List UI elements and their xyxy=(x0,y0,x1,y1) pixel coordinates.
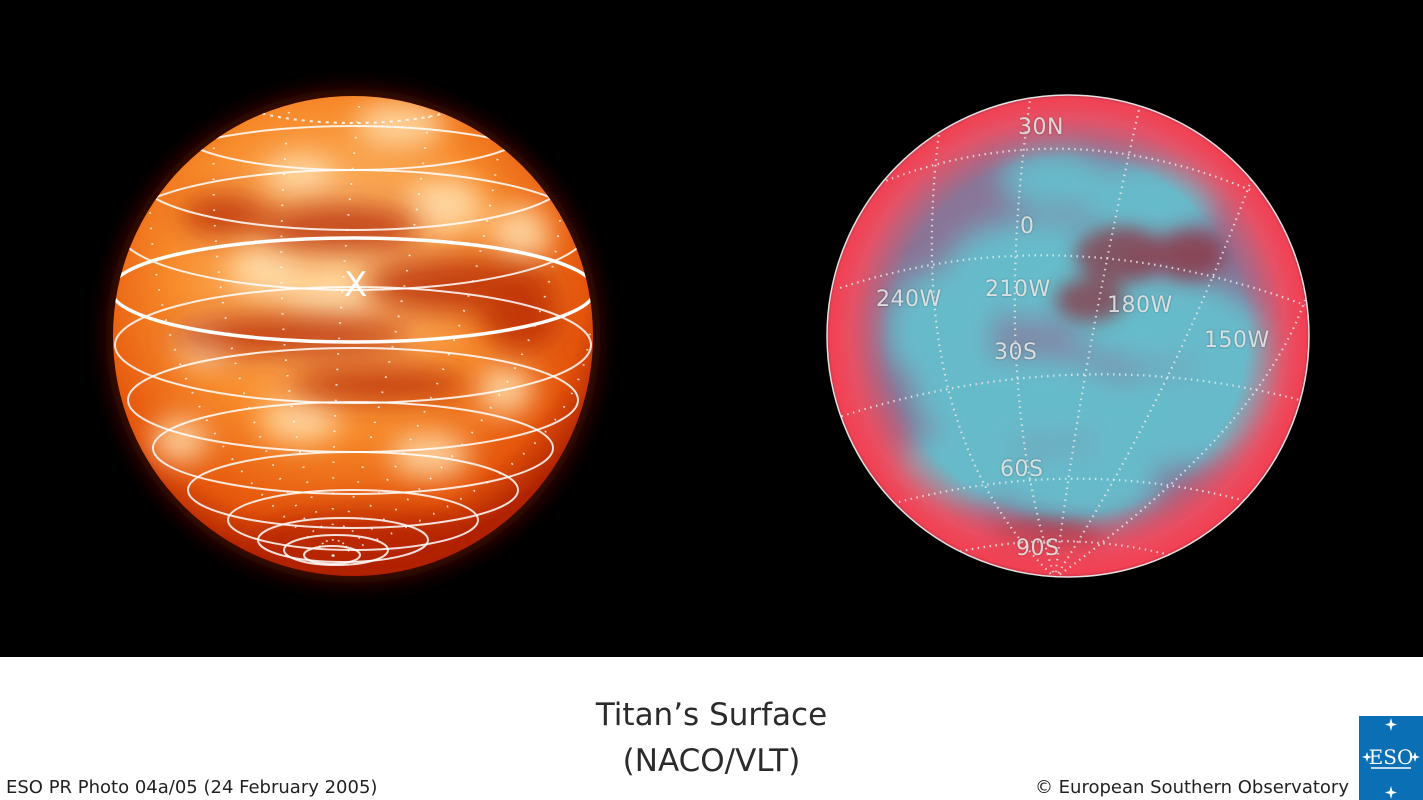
latitude-label-30s: 30S xyxy=(994,340,1038,365)
caption-subtitle: (NACO/VLT) xyxy=(622,743,801,779)
titan-infrared-image xyxy=(91,74,615,598)
longitude-label-150w: 150W xyxy=(1204,328,1270,353)
latitude-label-0: 0 xyxy=(1020,214,1035,239)
longitude-label-210w: 210W xyxy=(985,277,1051,302)
caption-area: Titan’s Surface (NACO/VLT) ESO PR Photo … xyxy=(0,657,1423,800)
longitude-label-180w: 180W xyxy=(1107,293,1173,318)
titan-surface-image xyxy=(826,94,1310,578)
surface-marker-x: X xyxy=(344,265,368,305)
eso-logo: ESO xyxy=(1359,716,1423,800)
photo-id: ESO PR Photo 04a/05 (24 February 2005) xyxy=(6,777,378,798)
titan-images xyxy=(91,74,1310,598)
caption-title: Titan’s Surface xyxy=(595,697,828,733)
latitude-label-90s: 90S xyxy=(1016,536,1060,561)
longitude-label-240w: 240W xyxy=(876,287,942,312)
copyright-notice: © European Southern Observatory xyxy=(1034,777,1349,798)
latitude-label-30n: 30N xyxy=(1018,115,1064,140)
eso-logo-text: ESO xyxy=(1369,745,1414,769)
latitude-label-60s: 60S xyxy=(1000,457,1044,482)
eso-logo-mark: ESO xyxy=(1362,718,1420,799)
photo-panel: X 30N 0 240W 210W 180W 150W 30S 60S 90S xyxy=(0,0,1423,657)
